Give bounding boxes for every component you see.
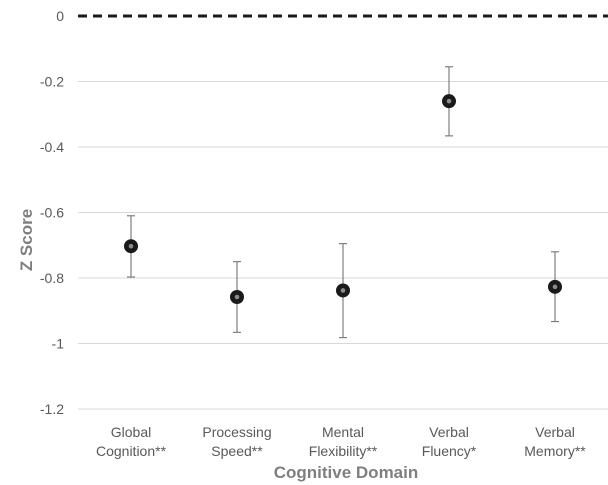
x-category-label-line: Cognition** bbox=[96, 443, 167, 459]
x-category-label: Verbal Fluency* bbox=[422, 424, 477, 459]
x-category-label: Mental Flexibility** bbox=[309, 424, 378, 459]
x-axis-categories: Global Cognition** Processing Speed** Mental… bbox=[96, 424, 586, 459]
x-category-label: Global Cognition** bbox=[96, 424, 167, 459]
y-tick-label: -0.2 bbox=[40, 74, 64, 90]
x-category-label-line: Processing bbox=[202, 424, 271, 440]
data-point-center bbox=[340, 288, 346, 293]
y-tick-label: -0.6 bbox=[40, 205, 64, 221]
y-tick-label: -1.2 bbox=[40, 401, 64, 417]
y-tick-label: -1 bbox=[52, 336, 65, 352]
x-category-label: Verbal Memory** bbox=[524, 424, 586, 459]
x-category-label-line: Global bbox=[111, 424, 151, 440]
y-tick-label: -0.8 bbox=[40, 270, 64, 286]
data-point-center bbox=[446, 98, 452, 104]
y-axis-ticks: 0 -0.2 -0.4 -0.6 -0.8 -1 -1.2 bbox=[40, 8, 64, 417]
data-point-center bbox=[552, 284, 558, 290]
x-category-label: Processing Speed** bbox=[202, 424, 271, 459]
x-axis-title: Cognitive Domain bbox=[274, 463, 419, 482]
data-points bbox=[124, 94, 562, 304]
x-category-label-line: Verbal bbox=[535, 424, 575, 440]
x-category-label-line: Verbal bbox=[429, 424, 469, 440]
x-category-label-line: Speed** bbox=[211, 443, 263, 459]
gridlines bbox=[78, 81, 608, 410]
x-category-label-line: Flexibility** bbox=[309, 443, 378, 459]
y-tick-label: -0.4 bbox=[40, 139, 64, 155]
data-point-center bbox=[234, 294, 240, 300]
y-axis-title: Z Score bbox=[17, 209, 36, 271]
x-category-label-line: Memory** bbox=[524, 443, 586, 459]
y-tick-label: 0 bbox=[56, 8, 64, 24]
data-point-center bbox=[128, 243, 134, 249]
x-category-label-line: Mental bbox=[322, 424, 364, 440]
x-category-label-line: Fluency* bbox=[422, 443, 477, 459]
